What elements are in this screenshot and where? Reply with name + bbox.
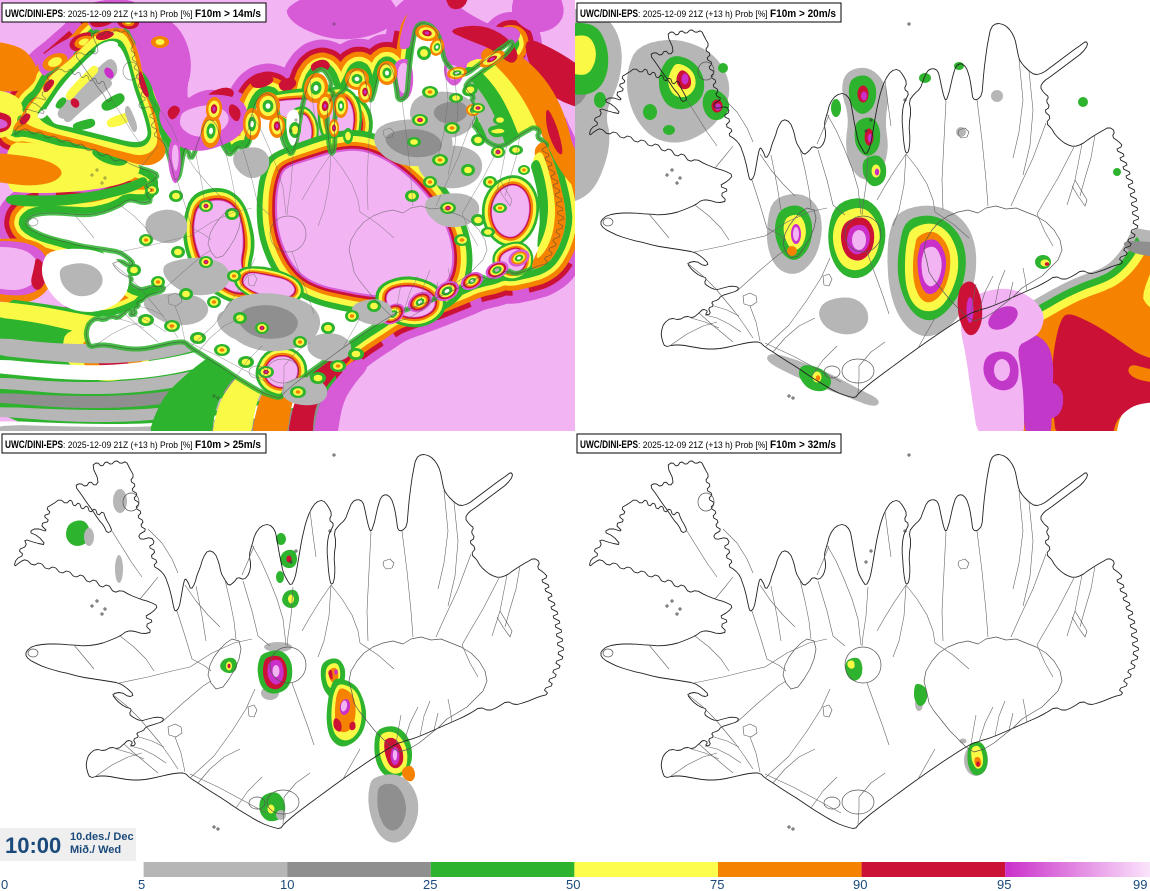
svg-text:UWC/DINI-EPS: 2025-12-09 21Z (: UWC/DINI-EPS: 2025-12-09 21Z (+13 h) Pro… [5,439,261,451]
svg-text:99: 99 [1133,877,1147,891]
svg-text:50: 50 [566,877,580,891]
svg-text:UWC/DINI-EPS: 2025-12-09 21Z (: UWC/DINI-EPS: 2025-12-09 21Z (+13 h) Pro… [580,439,836,451]
svg-text:95: 95 [997,877,1011,891]
svg-text:10:00: 10:00 [5,833,61,858]
svg-text:10: 10 [280,877,294,891]
svg-text:UWC/DINI-EPS: 2025-12-09 21Z (: UWC/DINI-EPS: 2025-12-09 21Z (+13 h) Pro… [5,8,261,20]
svg-text:0: 0 [1,877,8,891]
svg-text:Mið./ Wed: Mið./ Wed [70,844,121,856]
svg-text:UWC/DINI-EPS: 2025-12-09 21Z (: UWC/DINI-EPS: 2025-12-09 21Z (+13 h) Pro… [580,8,836,20]
svg-text:10.des./ Dec: 10.des./ Dec [70,831,134,843]
svg-text:5: 5 [138,877,145,891]
svg-text:90: 90 [853,877,867,891]
svg-text:25: 25 [423,877,437,891]
svg-text:75: 75 [710,877,724,891]
